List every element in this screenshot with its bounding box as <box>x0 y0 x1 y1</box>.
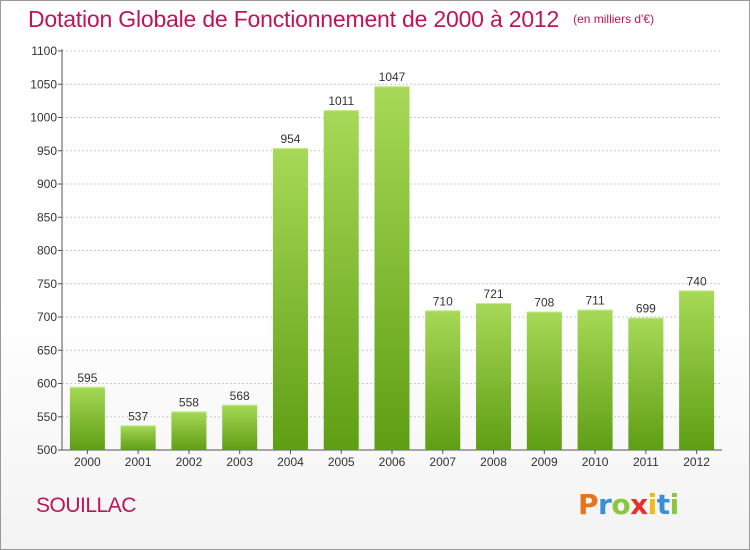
bar <box>222 404 258 450</box>
bar-value-label: 1011 <box>328 94 354 108</box>
bar <box>679 290 715 450</box>
bars <box>69 86 715 451</box>
labels: 595 2000 537 2001 558 2002 568 2003 954 2004 1011 2… <box>74 70 710 469</box>
bar-value-label: 708 <box>534 296 554 310</box>
y-tick-label: 500 <box>37 443 57 457</box>
y-tick-label: 750 <box>37 277 57 291</box>
x-tick-label: 2001 <box>125 455 152 469</box>
y-tick-label: 950 <box>37 144 57 158</box>
bar <box>69 386 105 450</box>
city-name: SOUILLAC <box>36 494 136 517</box>
y-tick-label: 1100 <box>31 44 57 58</box>
y-tick-label: 800 <box>37 244 57 258</box>
bar-value-label: 711 <box>586 294 605 308</box>
proxiti-logo: Proxiti <box>578 488 679 521</box>
x-tick-label: 2010 <box>582 455 609 469</box>
x-tick-label: 2008 <box>480 455 507 469</box>
y-tick-label: 600 <box>37 377 57 391</box>
logo-letter: i <box>669 488 680 521</box>
bar <box>323 110 359 450</box>
logo-letter: o <box>611 488 631 521</box>
x-tick-label: 2004 <box>277 455 304 469</box>
bar <box>425 310 461 450</box>
y-tick-label: 550 <box>37 410 57 424</box>
y-tick-label: 700 <box>37 310 57 324</box>
logo-letter: x <box>630 488 648 521</box>
y-tick-label: 850 <box>37 210 57 224</box>
x-tick-label: 2003 <box>226 455 253 469</box>
bar-value-label: 954 <box>280 132 300 146</box>
bar-value-label: 558 <box>179 395 199 409</box>
bar <box>120 425 156 450</box>
logo-letter: i <box>647 488 658 521</box>
bar-value-label: 721 <box>484 287 504 301</box>
x-tick-label: 2005 <box>328 455 355 469</box>
y-tick-label: 1050 <box>30 77 57 91</box>
x-tick-label: 2007 <box>429 455 456 469</box>
logo-letter: t <box>656 488 670 521</box>
x-tick-label: 2011 <box>633 455 659 469</box>
bar <box>526 311 562 450</box>
bar <box>577 309 613 450</box>
y-tick-label: 900 <box>37 177 57 191</box>
y-tick-label: 650 <box>37 343 57 357</box>
chart-title-text: Dotation Globale de Fonctionnement de 20… <box>28 6 560 32</box>
y-tick-label: 1000 <box>30 111 57 125</box>
x-tick-label: 2012 <box>683 455 710 469</box>
bar-value-label: 710 <box>433 294 453 308</box>
bar <box>476 303 512 450</box>
bar-value-label: 1047 <box>379 70 406 84</box>
bar-value-label: 595 <box>77 371 97 385</box>
bar <box>171 411 207 450</box>
chart-unit: (en milliers d'€) <box>573 12 655 26</box>
x-tick-label: 2009 <box>531 455 558 469</box>
x-tick-label: 2006 <box>379 455 406 469</box>
bar <box>272 148 308 450</box>
logo-letter: P <box>578 488 599 521</box>
bar <box>628 317 664 450</box>
bar <box>374 86 410 451</box>
x-tick-label: 2002 <box>176 455 203 469</box>
chart-title: Dotation Globale de Fonctionnement de 20… <box>28 6 654 33</box>
logo-letter: r <box>598 488 612 521</box>
bar-value-label: 568 <box>230 389 250 403</box>
bar-value-label: 740 <box>687 274 707 288</box>
x-tick-label: 2000 <box>74 455 101 469</box>
bar-value-label: 537 <box>128 409 148 423</box>
bar-value-label: 699 <box>636 302 656 316</box>
